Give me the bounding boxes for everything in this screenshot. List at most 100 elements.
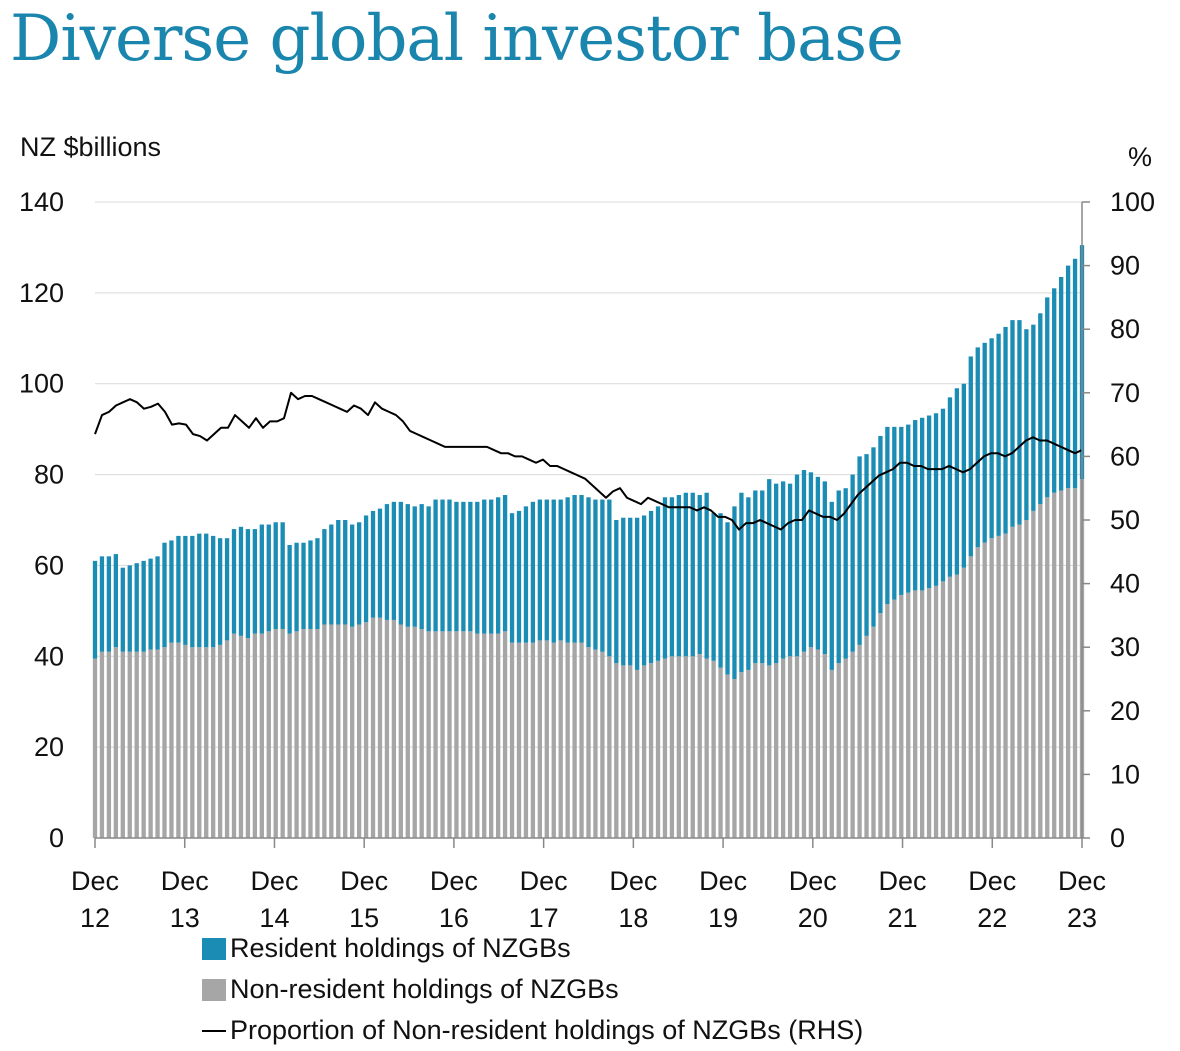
bar-resident <box>808 472 814 648</box>
bar-resident <box>544 499 549 641</box>
bar-non-resident <box>593 649 598 838</box>
bar-resident <box>190 535 195 648</box>
bar-non-resident <box>704 658 709 838</box>
legend-label-resident: Resident holdings of NZGBs <box>230 933 571 963</box>
y-tick-right: 10 <box>1110 759 1140 789</box>
bar-resident <box>148 558 153 650</box>
y-tick-right: 30 <box>1110 632 1140 662</box>
bar-non-resident <box>516 642 522 838</box>
bar-resident <box>892 426 897 600</box>
bar-resident <box>753 490 758 664</box>
x-tick-month: Dec <box>1058 866 1106 896</box>
bar-resident <box>822 481 827 655</box>
bar-resident <box>440 499 445 632</box>
y-tick-left: 20 <box>34 732 64 762</box>
x-tick-year: 19 <box>708 903 738 930</box>
y-tick-left: 80 <box>34 460 64 490</box>
x-tick-year: 14 <box>259 903 289 930</box>
bar-non-resident <box>197 647 202 838</box>
legend: Resident holdings of NZGBs Non-resident … <box>202 928 863 1051</box>
chart-title: Diverse global investor base <box>10 2 904 76</box>
bar-non-resident <box>162 647 167 838</box>
bar-resident <box>760 490 765 664</box>
bar-non-resident <box>544 640 549 838</box>
bar-non-resident <box>141 651 146 838</box>
y-tick-right: 100 <box>1110 187 1155 217</box>
bar-non-resident <box>975 547 980 838</box>
bar-resident <box>801 470 807 652</box>
bar-non-resident <box>280 629 285 838</box>
x-tick-month: Dec <box>71 866 119 896</box>
bar-resident <box>322 529 327 625</box>
bar-non-resident <box>1003 533 1008 838</box>
bar-non-resident <box>614 663 619 838</box>
y-tick-left: 140 <box>19 187 64 217</box>
bar-resident <box>224 538 230 641</box>
bar-non-resident <box>301 629 306 838</box>
bar-non-resident <box>961 567 966 838</box>
bar-resident <box>1052 288 1057 493</box>
bar-resident <box>933 413 939 586</box>
bar-resident <box>482 499 487 634</box>
bar-resident <box>1024 329 1029 520</box>
bar-non-resident <box>718 667 723 838</box>
bar-resident <box>1017 320 1022 525</box>
bar-resident <box>405 504 410 627</box>
bar-resident <box>975 347 980 548</box>
bar-non-resident <box>968 556 973 838</box>
bar-non-resident <box>231 633 237 838</box>
bar-resident <box>350 524 355 627</box>
y-tick-left: 40 <box>34 641 64 671</box>
gridlines <box>95 201 1082 748</box>
bar-resident <box>593 499 598 650</box>
bars <box>92 245 1085 838</box>
x-tick-year: 16 <box>439 903 469 930</box>
bar-non-resident <box>843 658 848 838</box>
bar-resident <box>926 415 932 589</box>
bar-non-resident <box>760 663 765 838</box>
bar-resident <box>252 529 258 634</box>
bar-non-resident <box>1017 524 1022 838</box>
bar-resident <box>648 510 654 664</box>
bar-resident <box>384 504 390 620</box>
bar-resident <box>489 499 494 634</box>
x-tick-month: Dec <box>520 866 568 896</box>
bar-resident <box>120 567 125 652</box>
bar-resident <box>572 495 577 643</box>
bar-resident <box>217 538 223 645</box>
bar-resident <box>787 483 793 657</box>
bar-non-resident <box>127 651 132 838</box>
bar-resident <box>794 474 800 657</box>
bar-non-resident <box>1045 497 1050 838</box>
bar-resident <box>1045 297 1050 498</box>
bar-non-resident <box>1072 488 1078 838</box>
bar-resident <box>468 501 473 632</box>
bar-non-resident <box>1052 492 1057 838</box>
bar-non-resident <box>245 638 251 838</box>
bar-non-resident <box>468 631 473 838</box>
bar-non-resident <box>391 619 397 838</box>
bar-non-resident <box>579 642 584 838</box>
bar-non-resident <box>648 663 654 838</box>
bar-resident <box>732 506 737 679</box>
bar-non-resident <box>1065 488 1071 838</box>
bar-non-resident <box>398 624 403 838</box>
bar-resident <box>106 556 112 652</box>
x-tick-year: 22 <box>977 903 1007 930</box>
x-tick-month: Dec <box>789 866 837 896</box>
bar-resident <box>273 522 278 630</box>
bar-non-resident <box>440 631 445 838</box>
bar-resident <box>475 501 480 634</box>
bar-resident <box>829 501 834 670</box>
bar-non-resident <box>204 647 209 838</box>
bar-non-resident <box>384 619 390 838</box>
bar-resident <box>391 501 397 620</box>
bar-non-resident <box>106 651 112 838</box>
bar-non-resident <box>259 633 264 838</box>
bar-resident <box>725 522 730 675</box>
bar-non-resident <box>294 631 299 838</box>
y-axis-left-label: NZ $billions <box>20 132 162 162</box>
bar-resident <box>968 356 973 557</box>
bar-non-resident <box>940 581 946 838</box>
legend-item-proportion: Proportion of Non-resident holdings of N… <box>202 1010 863 1051</box>
